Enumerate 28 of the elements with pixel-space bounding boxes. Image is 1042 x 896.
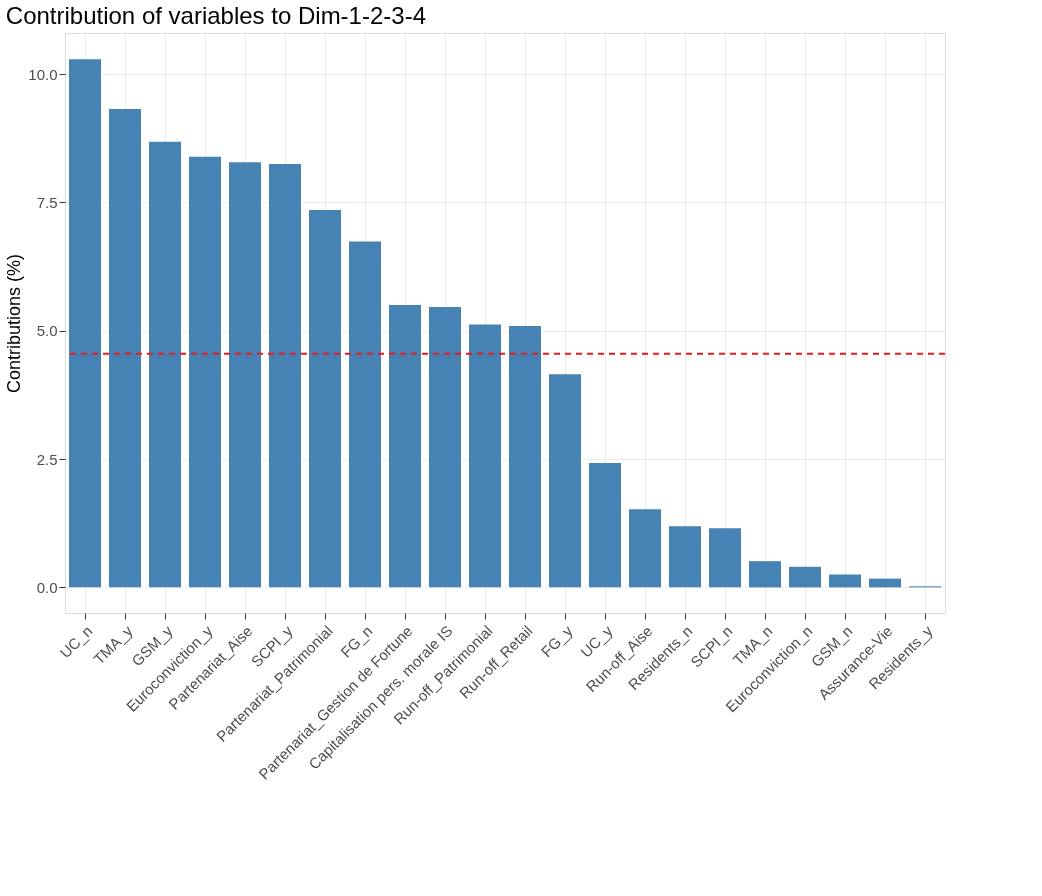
y-tick-label: 2.5 — [36, 450, 58, 468]
bar — [789, 566, 821, 588]
bar — [829, 574, 861, 588]
y-tick-label: 10.0 — [28, 65, 58, 83]
bar — [629, 509, 661, 588]
bar — [349, 241, 381, 588]
bar — [469, 324, 501, 588]
bar — [229, 162, 261, 588]
chart-title: Contribution of variables to Dim-1-2-3-4 — [5, 2, 426, 29]
y-tick-label: 5.0 — [36, 322, 58, 340]
bar — [589, 463, 621, 588]
y-tick-label: 0.0 — [36, 578, 58, 596]
bar — [109, 108, 141, 588]
bar — [189, 156, 221, 588]
bar — [389, 305, 421, 588]
bar — [869, 578, 901, 588]
bar — [549, 374, 581, 588]
bar — [669, 526, 701, 588]
bar — [509, 326, 541, 588]
y-axis-title: Contributions (%) — [4, 253, 25, 394]
bar — [269, 163, 301, 588]
bar — [149, 141, 181, 588]
bar — [749, 561, 781, 588]
bar — [309, 210, 341, 588]
y-tick-label: 7.5 — [36, 193, 58, 211]
bar — [69, 59, 101, 588]
bar — [709, 528, 741, 588]
bar — [429, 307, 461, 588]
